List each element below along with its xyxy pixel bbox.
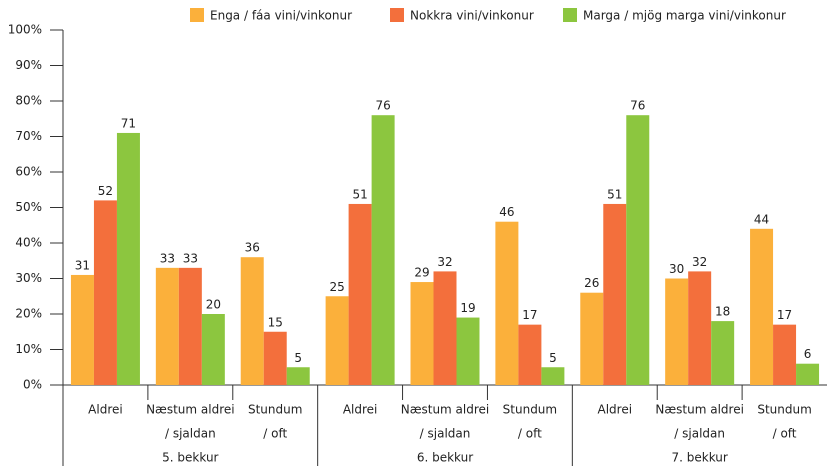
- data-label: 20: [206, 298, 221, 312]
- y-tick-label: 30%: [15, 271, 42, 285]
- bar: [263, 331, 287, 385]
- y-tick-label: 20%: [15, 307, 42, 321]
- x-tick-label: Aldrei: [343, 403, 378, 417]
- legend-label: Enga / fáa vini/vinkonur: [210, 9, 352, 23]
- x-tick-label: / oft: [263, 427, 287, 441]
- bar: [286, 367, 310, 385]
- legend-swatch: [190, 8, 204, 22]
- group-label: 5. bekkur: [162, 451, 218, 465]
- data-label: 30: [669, 262, 684, 276]
- x-tick-label: / sjaldan: [420, 427, 471, 441]
- data-label: 51: [607, 187, 622, 201]
- bar: [348, 203, 372, 385]
- data-label: 5: [294, 351, 302, 365]
- y-tick-label: 80%: [15, 94, 42, 108]
- bar: [201, 314, 225, 385]
- data-label: 19: [460, 301, 475, 315]
- data-label: 44: [754, 212, 769, 226]
- group-label: 6. bekkur: [417, 451, 473, 465]
- bar: [541, 367, 565, 385]
- bar: [750, 228, 774, 385]
- x-tick-label: / sjaldan: [674, 427, 725, 441]
- data-label: 18: [715, 305, 730, 319]
- bar: [796, 363, 820, 385]
- x-tick-label: Næstum aldrei: [655, 403, 744, 417]
- bar: [93, 200, 117, 385]
- x-tick-label: / oft: [518, 427, 542, 441]
- data-label: 17: [522, 308, 537, 322]
- data-label: 26: [584, 276, 599, 290]
- bar: [116, 132, 140, 385]
- bar: [155, 267, 179, 385]
- x-tick-label: Næstum aldrei: [146, 403, 235, 417]
- x-tick-label: Stundum: [248, 403, 302, 417]
- data-label: 25: [329, 280, 344, 294]
- y-tick-label: 90%: [15, 58, 42, 72]
- y-tick-label: 60%: [15, 165, 42, 179]
- x-tick-label: / sjaldan: [165, 427, 216, 441]
- data-label: 29: [414, 266, 429, 280]
- bar: [626, 115, 650, 385]
- bar: [178, 267, 202, 385]
- x-tick-label: Stundum: [757, 403, 811, 417]
- y-tick-label: 50%: [15, 200, 42, 214]
- x-tick-label: Stundum: [503, 403, 557, 417]
- bar: [325, 296, 349, 385]
- x-tick-label: Næstum aldrei: [401, 403, 490, 417]
- bar: [688, 271, 712, 385]
- data-label: 5: [549, 351, 557, 365]
- bar: [518, 324, 542, 385]
- data-label: 6: [804, 347, 812, 361]
- x-tick-label: Aldrei: [88, 403, 123, 417]
- data-label: 36: [245, 241, 260, 255]
- legend-label: Nokkra vini/vinkonur: [410, 9, 534, 23]
- x-tick-label: Aldrei: [598, 403, 633, 417]
- data-label: 76: [630, 99, 645, 113]
- data-label: 17: [777, 308, 792, 322]
- bar: [773, 324, 797, 385]
- data-label: 51: [352, 187, 367, 201]
- bar: [456, 317, 480, 385]
- legend-swatch: [390, 8, 404, 22]
- bar: [603, 203, 627, 385]
- bar: [495, 221, 519, 385]
- data-label: 33: [183, 251, 198, 265]
- bar: [371, 115, 395, 385]
- y-tick-label: 10%: [15, 342, 42, 356]
- data-label: 76: [375, 99, 390, 113]
- y-tick-label: 70%: [15, 129, 42, 143]
- bar: [410, 282, 434, 385]
- data-label: 31: [75, 258, 90, 272]
- legend-swatch: [563, 8, 577, 22]
- legend-label: Marga / mjög marga vini/vinkonur: [583, 9, 786, 23]
- y-tick-label: 0%: [23, 378, 42, 392]
- group-label: 7. bekkur: [671, 451, 727, 465]
- y-tick-label: 40%: [15, 236, 42, 250]
- bar: [580, 292, 604, 385]
- y-tick-label: 100%: [8, 23, 42, 37]
- data-label: 71: [121, 116, 136, 130]
- bar: [70, 274, 94, 385]
- data-label: 46: [499, 205, 514, 219]
- data-label: 15: [268, 315, 283, 329]
- bar: [665, 278, 689, 385]
- data-label: 32: [437, 255, 452, 269]
- bar: [433, 271, 457, 385]
- data-label: 32: [692, 255, 707, 269]
- bar: [240, 257, 264, 385]
- x-tick-label: / oft: [773, 427, 797, 441]
- data-label: 33: [160, 251, 175, 265]
- bar: [711, 321, 735, 385]
- data-label: 52: [98, 184, 113, 198]
